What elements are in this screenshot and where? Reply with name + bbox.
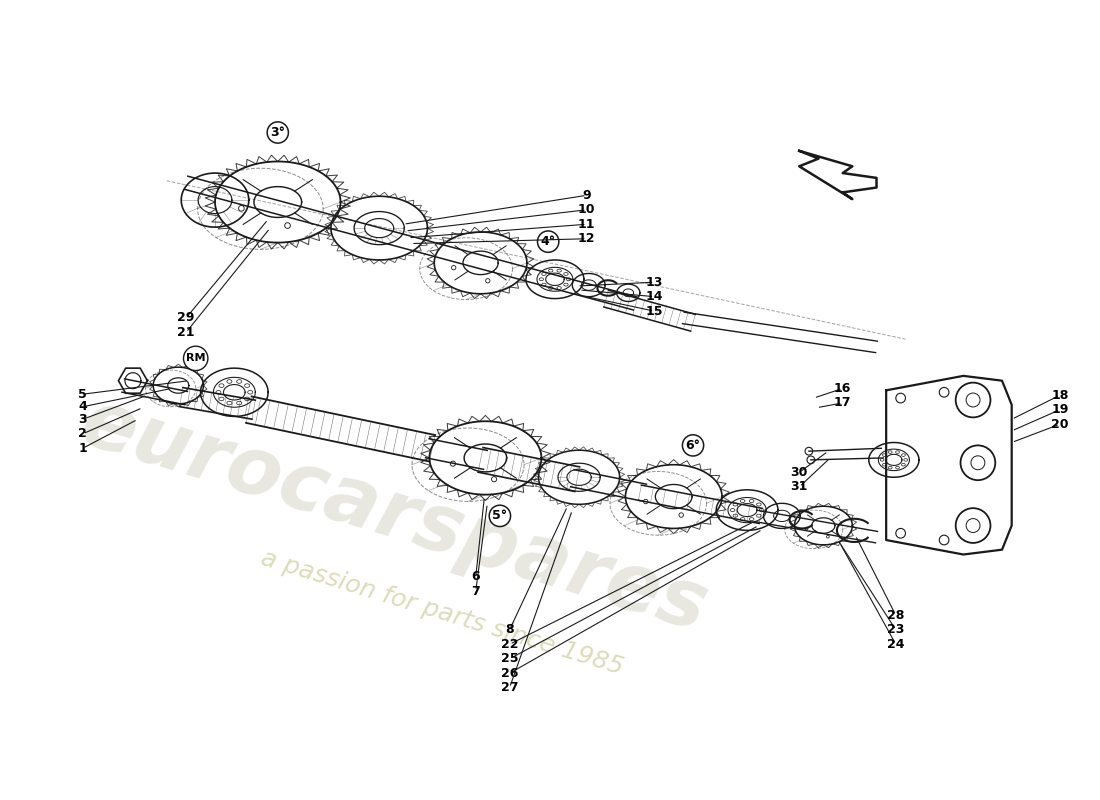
Text: 19: 19: [1052, 403, 1069, 416]
Text: 6°: 6°: [685, 439, 701, 452]
Text: 24: 24: [887, 638, 904, 651]
Text: eurocarspares: eurocarspares: [72, 383, 716, 648]
Text: 21: 21: [177, 326, 195, 339]
Text: 15: 15: [646, 305, 663, 318]
Text: 22: 22: [500, 638, 518, 651]
Text: 13: 13: [646, 276, 663, 289]
Text: 16: 16: [834, 382, 851, 395]
Text: a passion for parts since 1985: a passion for parts since 1985: [257, 546, 626, 679]
Text: 3: 3: [78, 413, 87, 426]
Text: 4: 4: [78, 400, 87, 414]
Text: 3°: 3°: [271, 126, 285, 139]
Text: 7: 7: [472, 585, 480, 598]
Text: 6: 6: [472, 570, 480, 583]
Text: 2: 2: [78, 427, 87, 440]
Text: 30: 30: [791, 466, 807, 479]
Text: 17: 17: [834, 396, 851, 410]
Text: 12: 12: [578, 232, 595, 246]
Text: 25: 25: [500, 652, 518, 666]
Text: 5: 5: [78, 388, 87, 401]
Text: 11: 11: [578, 218, 595, 230]
Text: 29: 29: [177, 311, 195, 325]
Text: 8: 8: [505, 623, 514, 636]
Text: 10: 10: [578, 203, 595, 216]
Text: RM: RM: [186, 354, 206, 363]
Text: 20: 20: [1052, 418, 1069, 430]
Text: 14: 14: [646, 290, 663, 303]
Text: 4°: 4°: [540, 235, 556, 248]
Text: 28: 28: [887, 609, 904, 622]
Text: 26: 26: [500, 666, 518, 680]
Text: 1: 1: [78, 442, 87, 454]
Text: 9: 9: [583, 189, 591, 202]
Text: 23: 23: [887, 623, 904, 636]
Text: 18: 18: [1052, 389, 1069, 402]
Text: 5°: 5°: [493, 510, 507, 522]
Text: 31: 31: [791, 481, 807, 494]
Text: 27: 27: [500, 682, 518, 694]
